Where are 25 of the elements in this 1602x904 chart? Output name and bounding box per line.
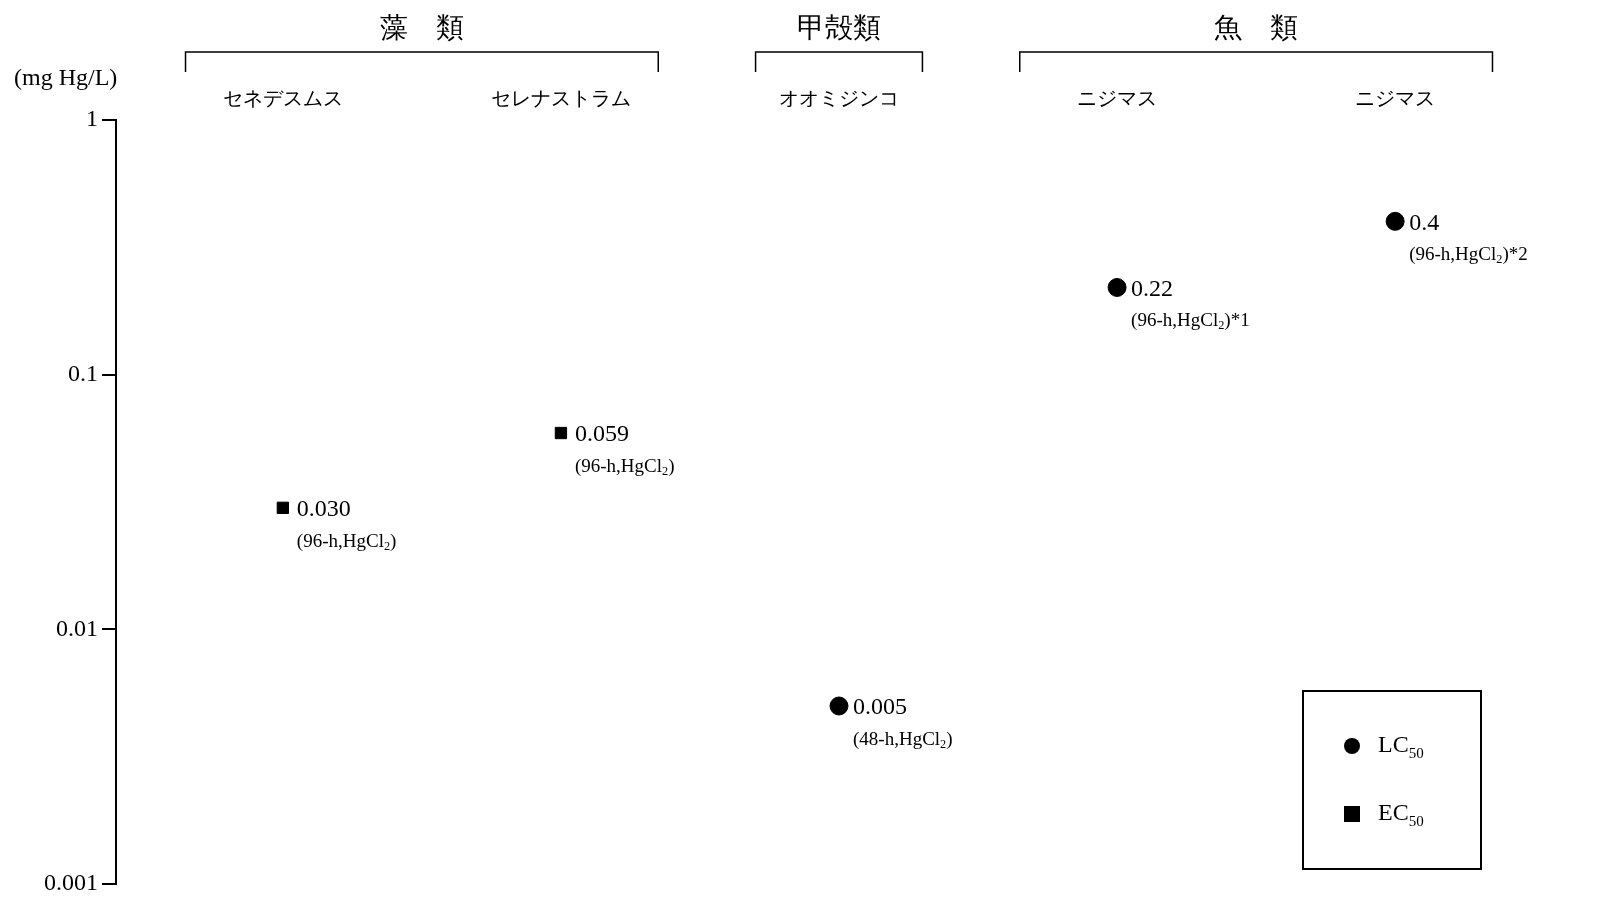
y-tick-label: 0.001 — [44, 869, 98, 896]
text: 甲殻類 — [797, 11, 881, 45]
data-label: 0.005 — [853, 693, 907, 720]
x-tick-label: ニジマス — [1077, 86, 1158, 111]
data-label: 0.030 — [296, 495, 351, 522]
data-label: 0.059 — [574, 420, 629, 447]
y-tick-label: 0.01 — [56, 614, 98, 641]
x-tick-label: オオミジンコ — [779, 86, 899, 111]
text: 魚 類 — [1214, 11, 1299, 45]
legend-label: EC$_{50}$ — [1378, 798, 1424, 830]
point — [1385, 211, 1405, 231]
y-tick-label: 0.1 — [68, 359, 98, 386]
data-label: 0.22 — [1131, 274, 1174, 301]
point — [829, 696, 849, 716]
x-tick-label: セネデスムス — [222, 86, 343, 111]
point — [276, 501, 289, 514]
point — [1107, 277, 1127, 297]
point — [554, 426, 568, 440]
y-tick-label: 1 — [86, 105, 98, 132]
x-tick-label: ニジマス — [1355, 86, 1436, 111]
legend-label: LC$_{50}$ — [1378, 730, 1424, 762]
y-axis-title: (mg Hg/L) — [14, 64, 118, 91]
text: 藻 類 — [379, 11, 464, 45]
x-tick-label: セレナストラム — [490, 86, 631, 111]
data-label: 0.4 — [1409, 208, 1440, 235]
